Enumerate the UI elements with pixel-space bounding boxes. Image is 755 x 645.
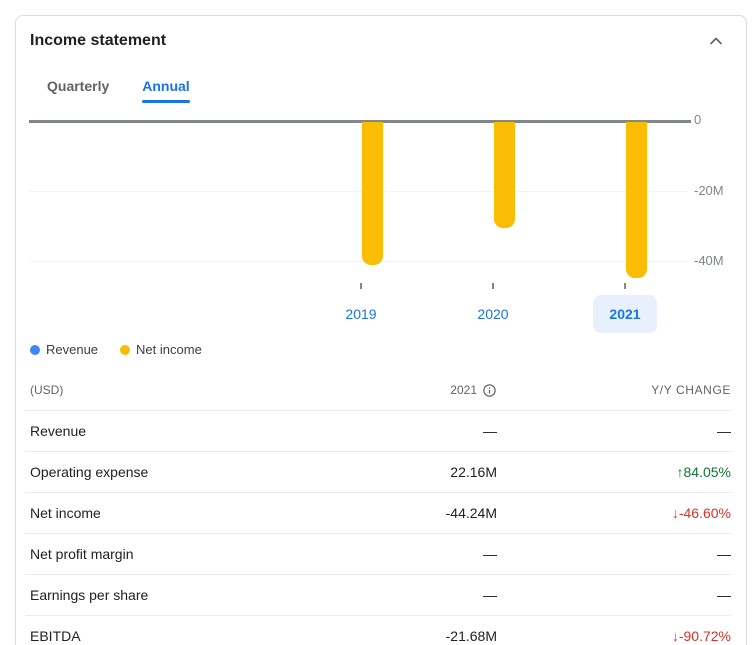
table-row-net-income: Net income -44.24M ↓-46.60% [25,493,731,534]
row-label: Net income [30,505,101,521]
legend-item-revenue: Revenue [30,342,98,357]
chevron-up-icon [706,31,726,54]
row-value: -44.24M [445,505,497,521]
row-label: Net profit margin [30,546,134,562]
info-icon[interactable] [482,383,497,398]
table-row-earnings-per-share: Earnings per share — — [25,575,731,616]
x-axis-tick-2021 [624,283,626,289]
x-axis-zero-line [29,120,691,123]
bar-net-income-2020[interactable] [494,122,515,228]
collapse-button[interactable] [702,28,730,56]
row-value: — [483,423,497,439]
change-arrow-icon: ↓ [671,628,679,644]
legend-dot-icon [30,344,40,355]
row-label: Revenue [30,423,87,439]
row-value: — [483,587,497,603]
table-body: Revenue — — Operating expense 22.16M ↑84… [25,411,731,645]
bar-net-income-2019[interactable] [362,122,383,265]
tab-quarterly[interactable]: Quarterly [47,78,109,103]
gridline--40M [29,261,688,262]
chart-area: 0 -20M -40M 2019 2020 2021 [16,16,746,346]
change-value: — [717,423,731,439]
gridline--20M [29,190,688,192]
table-row-operating-expense: Operating expense 22.16M ↑84.05% [25,452,731,493]
year-label-2019[interactable]: 2019 [345,306,377,322]
row-value: — [483,546,497,562]
change-arrow-icon: ↓ [671,505,679,521]
table-row-net-profit-margin: Net profit margin — — [25,534,731,575]
row-change: — [497,546,731,562]
row-change: ↑84.05% [497,464,731,480]
change-value: — [717,546,731,562]
tab-annual[interactable]: Annual [142,78,191,103]
row-value: 22.16M [450,464,497,480]
change-value: -90.72% [678,628,731,644]
x-axis-tick-2019 [360,283,362,289]
row-change: ↓-46.60% [497,505,731,521]
row-change: — [497,423,731,439]
change-value: 84.05% [683,464,731,480]
row-label: Operating expense [30,464,149,480]
page-title: Income statement [30,32,167,49]
legend-label: Revenue [46,342,99,357]
table-row-revenue: Revenue — — [25,411,731,452]
year-label-2021[interactable]: 2021 [593,295,657,333]
bar-net-income-2021[interactable] [626,122,647,278]
period-tabs: Quarterly Annual [47,78,191,103]
chart-legend: Revenue Net income [30,342,202,357]
change-header: Y/Y CHANGE [651,383,731,397]
table-row-ebitda: EBITDA -21.68M ↓-90.72% [25,616,731,645]
table-header-row: (USD) 2021 Y/Y CHANGE [25,370,731,411]
period-header: 2021 [257,383,497,398]
change-arrow-icon: ↑ [676,464,684,480]
row-label: Earnings per share [30,587,149,603]
y-axis-label--20M: -20M [694,182,724,198]
currency-header: (USD) [30,383,64,397]
y-axis-label--40M: -40M [694,253,724,268]
row-label: EBITDA [30,628,81,644]
row-change: — [497,587,731,603]
legend-item-net-income: Net income [120,342,202,357]
income-statement-card: Income statement Quarterly Annual 0 -20M -4… [15,15,747,645]
change-value: — [717,587,731,603]
y-axis-label-0: 0 [694,112,702,127]
period-header-label: 2021 [450,383,477,397]
change-value: -46.60% [678,505,731,521]
x-axis-tick-2020 [492,283,494,289]
tab-label: Annual [142,78,190,94]
year-label-2020[interactable]: 2020 [477,306,509,322]
legend-dot-icon [120,344,131,355]
financials-table: (USD) 2021 Y/Y CHANGE Revenue — — Operat… [25,370,731,645]
row-change: ↓-90.72% [497,628,731,644]
tab-label: Quarterly [47,78,110,94]
row-value: -21.68M [445,628,497,644]
legend-label: Net income [136,342,202,357]
